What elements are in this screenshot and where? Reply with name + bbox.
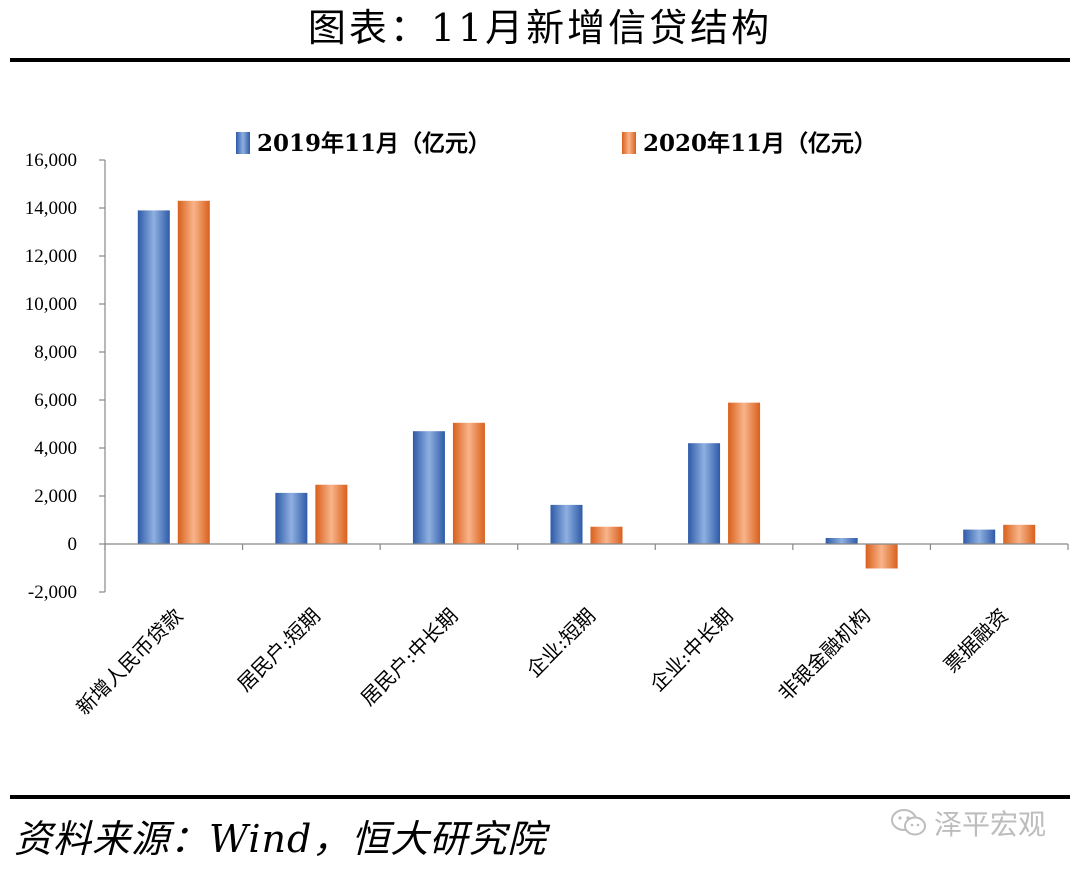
y-tick-label: 12,000 bbox=[25, 246, 77, 267]
y-tick-label: 0 bbox=[68, 534, 78, 555]
y-tick-label: -2,000 bbox=[28, 582, 77, 603]
source-note: 资料来源：Wind，恒大研究院 bbox=[14, 817, 547, 861]
y-tick-label: 8,000 bbox=[34, 342, 77, 363]
y-axis: -2,000 0 2,000 4,000 6,000 8,000 10,000 12,000 1… bbox=[25, 150, 106, 603]
bar-chart: 2019年11月（亿元） 2020年11月（亿元） -2,000 0 2,000 4,… bbox=[25, 130, 1069, 720]
x-category-label: 企业:中长期 bbox=[645, 604, 737, 696]
x-category-label: 非银金融机构 bbox=[773, 604, 875, 706]
bar-2019-6 bbox=[963, 529, 996, 544]
bar-2020-4 bbox=[728, 402, 761, 544]
legend-item-2020: 2020年11月（亿元） bbox=[622, 130, 877, 157]
bar-2019-1 bbox=[275, 492, 308, 544]
y-tick-label: 6,000 bbox=[34, 390, 77, 411]
x-axis: 新增人民币贷款 居民户:短期 居民户:中长期 企业:短期 企业:中长期 非银金融机构 票据融… bbox=[71, 543, 1069, 720]
y-tick-label: 14,000 bbox=[25, 198, 77, 219]
x-category-label: 居民户:短期 bbox=[232, 604, 324, 696]
bars bbox=[137, 200, 1036, 569]
bar-2019-3 bbox=[550, 504, 583, 544]
legend-swatch-2019 bbox=[236, 132, 250, 154]
bar-2019-2 bbox=[412, 431, 445, 544]
bar-2020-6 bbox=[1003, 524, 1036, 544]
legend-swatch-2020 bbox=[622, 132, 636, 154]
bar-2020-0 bbox=[177, 200, 210, 545]
watermark: 泽平宏观 bbox=[890, 806, 1046, 841]
bar-2019-4 bbox=[688, 443, 721, 544]
page-title: 图表：11月新增信贷结构 bbox=[307, 6, 773, 50]
wechat-icon bbox=[890, 809, 926, 836]
legend-label-2020: 2020年11月（亿元） bbox=[643, 130, 877, 157]
bar-2020-1 bbox=[315, 484, 348, 544]
y-tick-label: 10,000 bbox=[25, 294, 77, 315]
y-tick-label: 2,000 bbox=[34, 486, 77, 507]
bottom-rule bbox=[10, 795, 1070, 799]
bar-2020-3 bbox=[590, 526, 623, 544]
legend-item-2019: 2019年11月（亿元） bbox=[236, 130, 491, 157]
legend-label-2019: 2019年11月（亿元） bbox=[257, 130, 491, 157]
top-rule bbox=[10, 58, 1070, 62]
x-category-label: 票据融资 bbox=[939, 604, 1013, 678]
x-category-label: 新增人民币贷款 bbox=[71, 604, 187, 720]
bar-2020-5 bbox=[865, 544, 898, 569]
bar-2019-0 bbox=[137, 210, 170, 544]
y-tick-label: 16,000 bbox=[25, 150, 77, 171]
bar-2019-5 bbox=[825, 538, 858, 544]
y-tick-label: 4,000 bbox=[34, 438, 77, 459]
legend: 2019年11月（亿元） 2020年11月（亿元） bbox=[236, 130, 877, 157]
x-category-label: 居民户:中长期 bbox=[356, 604, 463, 711]
bar-2020-2 bbox=[452, 422, 485, 544]
x-category-label: 企业:短期 bbox=[522, 604, 600, 682]
watermark-text: 泽平宏观 bbox=[933, 808, 1046, 841]
